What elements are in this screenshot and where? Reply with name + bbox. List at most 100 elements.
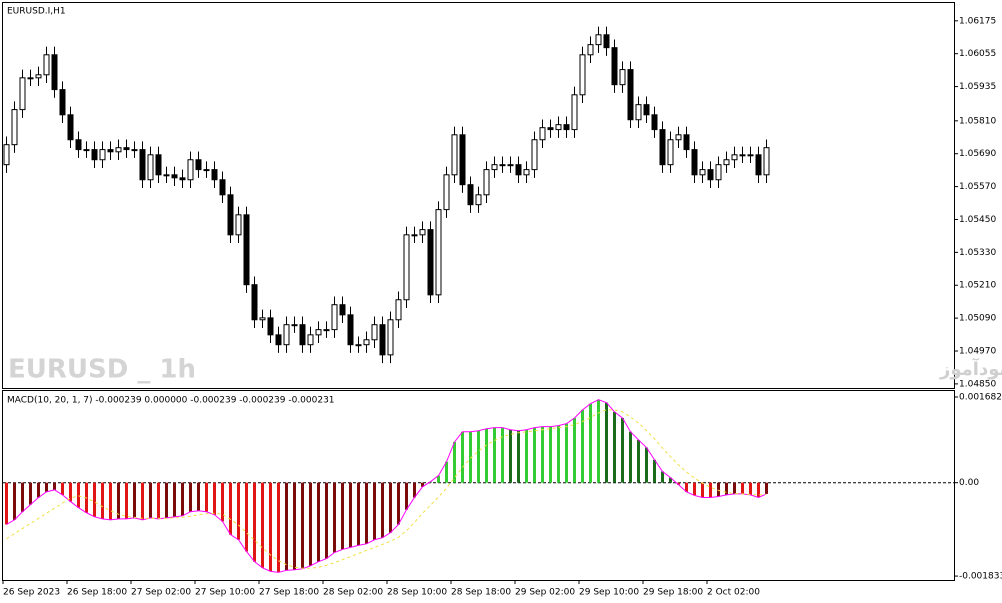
x-tick-label: 27 Sep 02:00 bbox=[131, 588, 191, 598]
histogram-bar bbox=[69, 482, 72, 502]
histogram-bar bbox=[245, 482, 248, 552]
histogram-bar bbox=[749, 482, 752, 495]
candle-body bbox=[555, 124, 562, 131]
histogram-bar bbox=[61, 482, 64, 495]
candle-body bbox=[499, 164, 506, 167]
candle-body bbox=[539, 127, 546, 141]
candle-body bbox=[275, 334, 282, 346]
candle-body bbox=[699, 169, 706, 176]
histogram-bar bbox=[301, 482, 304, 569]
candle-body bbox=[171, 174, 178, 179]
histogram-bar bbox=[589, 403, 592, 483]
y-tick-label: 1.06175 bbox=[959, 16, 996, 26]
candle-body bbox=[451, 134, 458, 176]
candle-body bbox=[595, 34, 602, 46]
histogram-bar bbox=[509, 429, 512, 483]
histogram-bar bbox=[269, 482, 272, 572]
candle-body bbox=[643, 104, 650, 116]
candle-body bbox=[659, 129, 666, 166]
candle-body bbox=[379, 324, 386, 356]
histogram-bar bbox=[565, 423, 568, 483]
histogram-bar bbox=[557, 425, 560, 483]
histogram-bar bbox=[733, 482, 736, 494]
candle-body bbox=[611, 47, 618, 86]
candle-body bbox=[387, 319, 394, 356]
candle-body bbox=[515, 164, 522, 176]
histogram-bar bbox=[605, 402, 608, 483]
histogram-bar bbox=[629, 431, 632, 483]
histogram-bar bbox=[309, 482, 312, 566]
histogram-bar bbox=[485, 428, 488, 483]
candle-body bbox=[59, 89, 66, 116]
histogram-bar bbox=[461, 431, 464, 483]
candle-body bbox=[99, 149, 106, 161]
histogram-bar bbox=[261, 482, 264, 568]
y-tick-label: -0.001833 bbox=[959, 572, 1002, 582]
candle-body bbox=[571, 94, 578, 131]
candle-body bbox=[243, 214, 250, 286]
candle-body bbox=[43, 54, 50, 76]
candle-body bbox=[187, 159, 194, 181]
x-tick-label: 29 Sep 10:00 bbox=[579, 588, 639, 598]
histogram-bar bbox=[13, 482, 16, 520]
candle-body bbox=[323, 329, 330, 332]
candle-body bbox=[147, 154, 154, 181]
watermark-site: انتشار در سایت سودآموز bbox=[939, 357, 1002, 380]
candle-body bbox=[507, 164, 514, 167]
histogram-bar bbox=[413, 482, 416, 498]
histogram-bar bbox=[693, 482, 696, 496]
histogram-bar bbox=[381, 482, 384, 538]
histogram-bar bbox=[189, 482, 192, 512]
candle-body bbox=[563, 124, 570, 131]
candle-body bbox=[763, 147, 770, 176]
histogram-bar bbox=[541, 426, 544, 483]
candle-body bbox=[363, 339, 370, 346]
candle-body bbox=[755, 154, 762, 176]
histogram-bar bbox=[165, 482, 168, 518]
candle-body bbox=[19, 77, 26, 111]
histogram-bar bbox=[501, 427, 504, 483]
histogram-bar bbox=[661, 471, 664, 483]
histogram-bar bbox=[533, 427, 536, 483]
candle-body bbox=[731, 154, 738, 161]
macd-line bbox=[6, 399, 767, 573]
histogram-bar bbox=[613, 411, 616, 483]
histogram-bar bbox=[765, 482, 768, 494]
histogram-bar bbox=[205, 482, 208, 512]
x-tick-label: 29 Sep 18:00 bbox=[643, 588, 703, 598]
candle-body bbox=[531, 139, 538, 171]
watermark-symbol: EURUSD _ 1h bbox=[8, 355, 196, 385]
histogram-bar bbox=[45, 482, 48, 492]
candle-body bbox=[491, 164, 498, 171]
histogram-bar bbox=[637, 439, 640, 483]
y-tick-label: 1.05690 bbox=[959, 149, 996, 159]
candle-body bbox=[355, 344, 362, 347]
candle-body bbox=[139, 149, 146, 181]
histogram-bar bbox=[685, 482, 688, 492]
histogram-bar bbox=[293, 482, 296, 570]
histogram-bar bbox=[333, 482, 336, 553]
candle-body bbox=[627, 69, 634, 121]
y-tick-label: 1.05810 bbox=[959, 116, 996, 126]
candle-body bbox=[587, 44, 594, 56]
candle-body bbox=[675, 134, 682, 141]
x-tick-label: 2 Oct 02:00 bbox=[707, 588, 760, 598]
histogram-bar bbox=[757, 482, 760, 498]
candle-body bbox=[283, 324, 290, 346]
x-tick-label: 28 Sep 10:00 bbox=[387, 588, 447, 598]
candle-body bbox=[411, 234, 418, 237]
histogram-bar bbox=[573, 418, 576, 483]
histogram-bar bbox=[645, 447, 648, 483]
histogram-bar bbox=[549, 426, 552, 483]
y-tick-label: 1.05210 bbox=[959, 281, 996, 291]
candle-body bbox=[91, 149, 98, 161]
candle-body bbox=[83, 149, 90, 152]
histogram-bar bbox=[253, 482, 256, 562]
y-tick-label: 0.00 bbox=[959, 478, 979, 488]
histogram-bar bbox=[669, 477, 672, 483]
candle-body bbox=[419, 229, 426, 236]
histogram-bar bbox=[237, 482, 240, 540]
x-tick-label: 28 Sep 18:00 bbox=[451, 588, 511, 598]
chart-title: EURUSD.I,H1 bbox=[7, 7, 66, 17]
histogram-bar bbox=[277, 482, 280, 573]
